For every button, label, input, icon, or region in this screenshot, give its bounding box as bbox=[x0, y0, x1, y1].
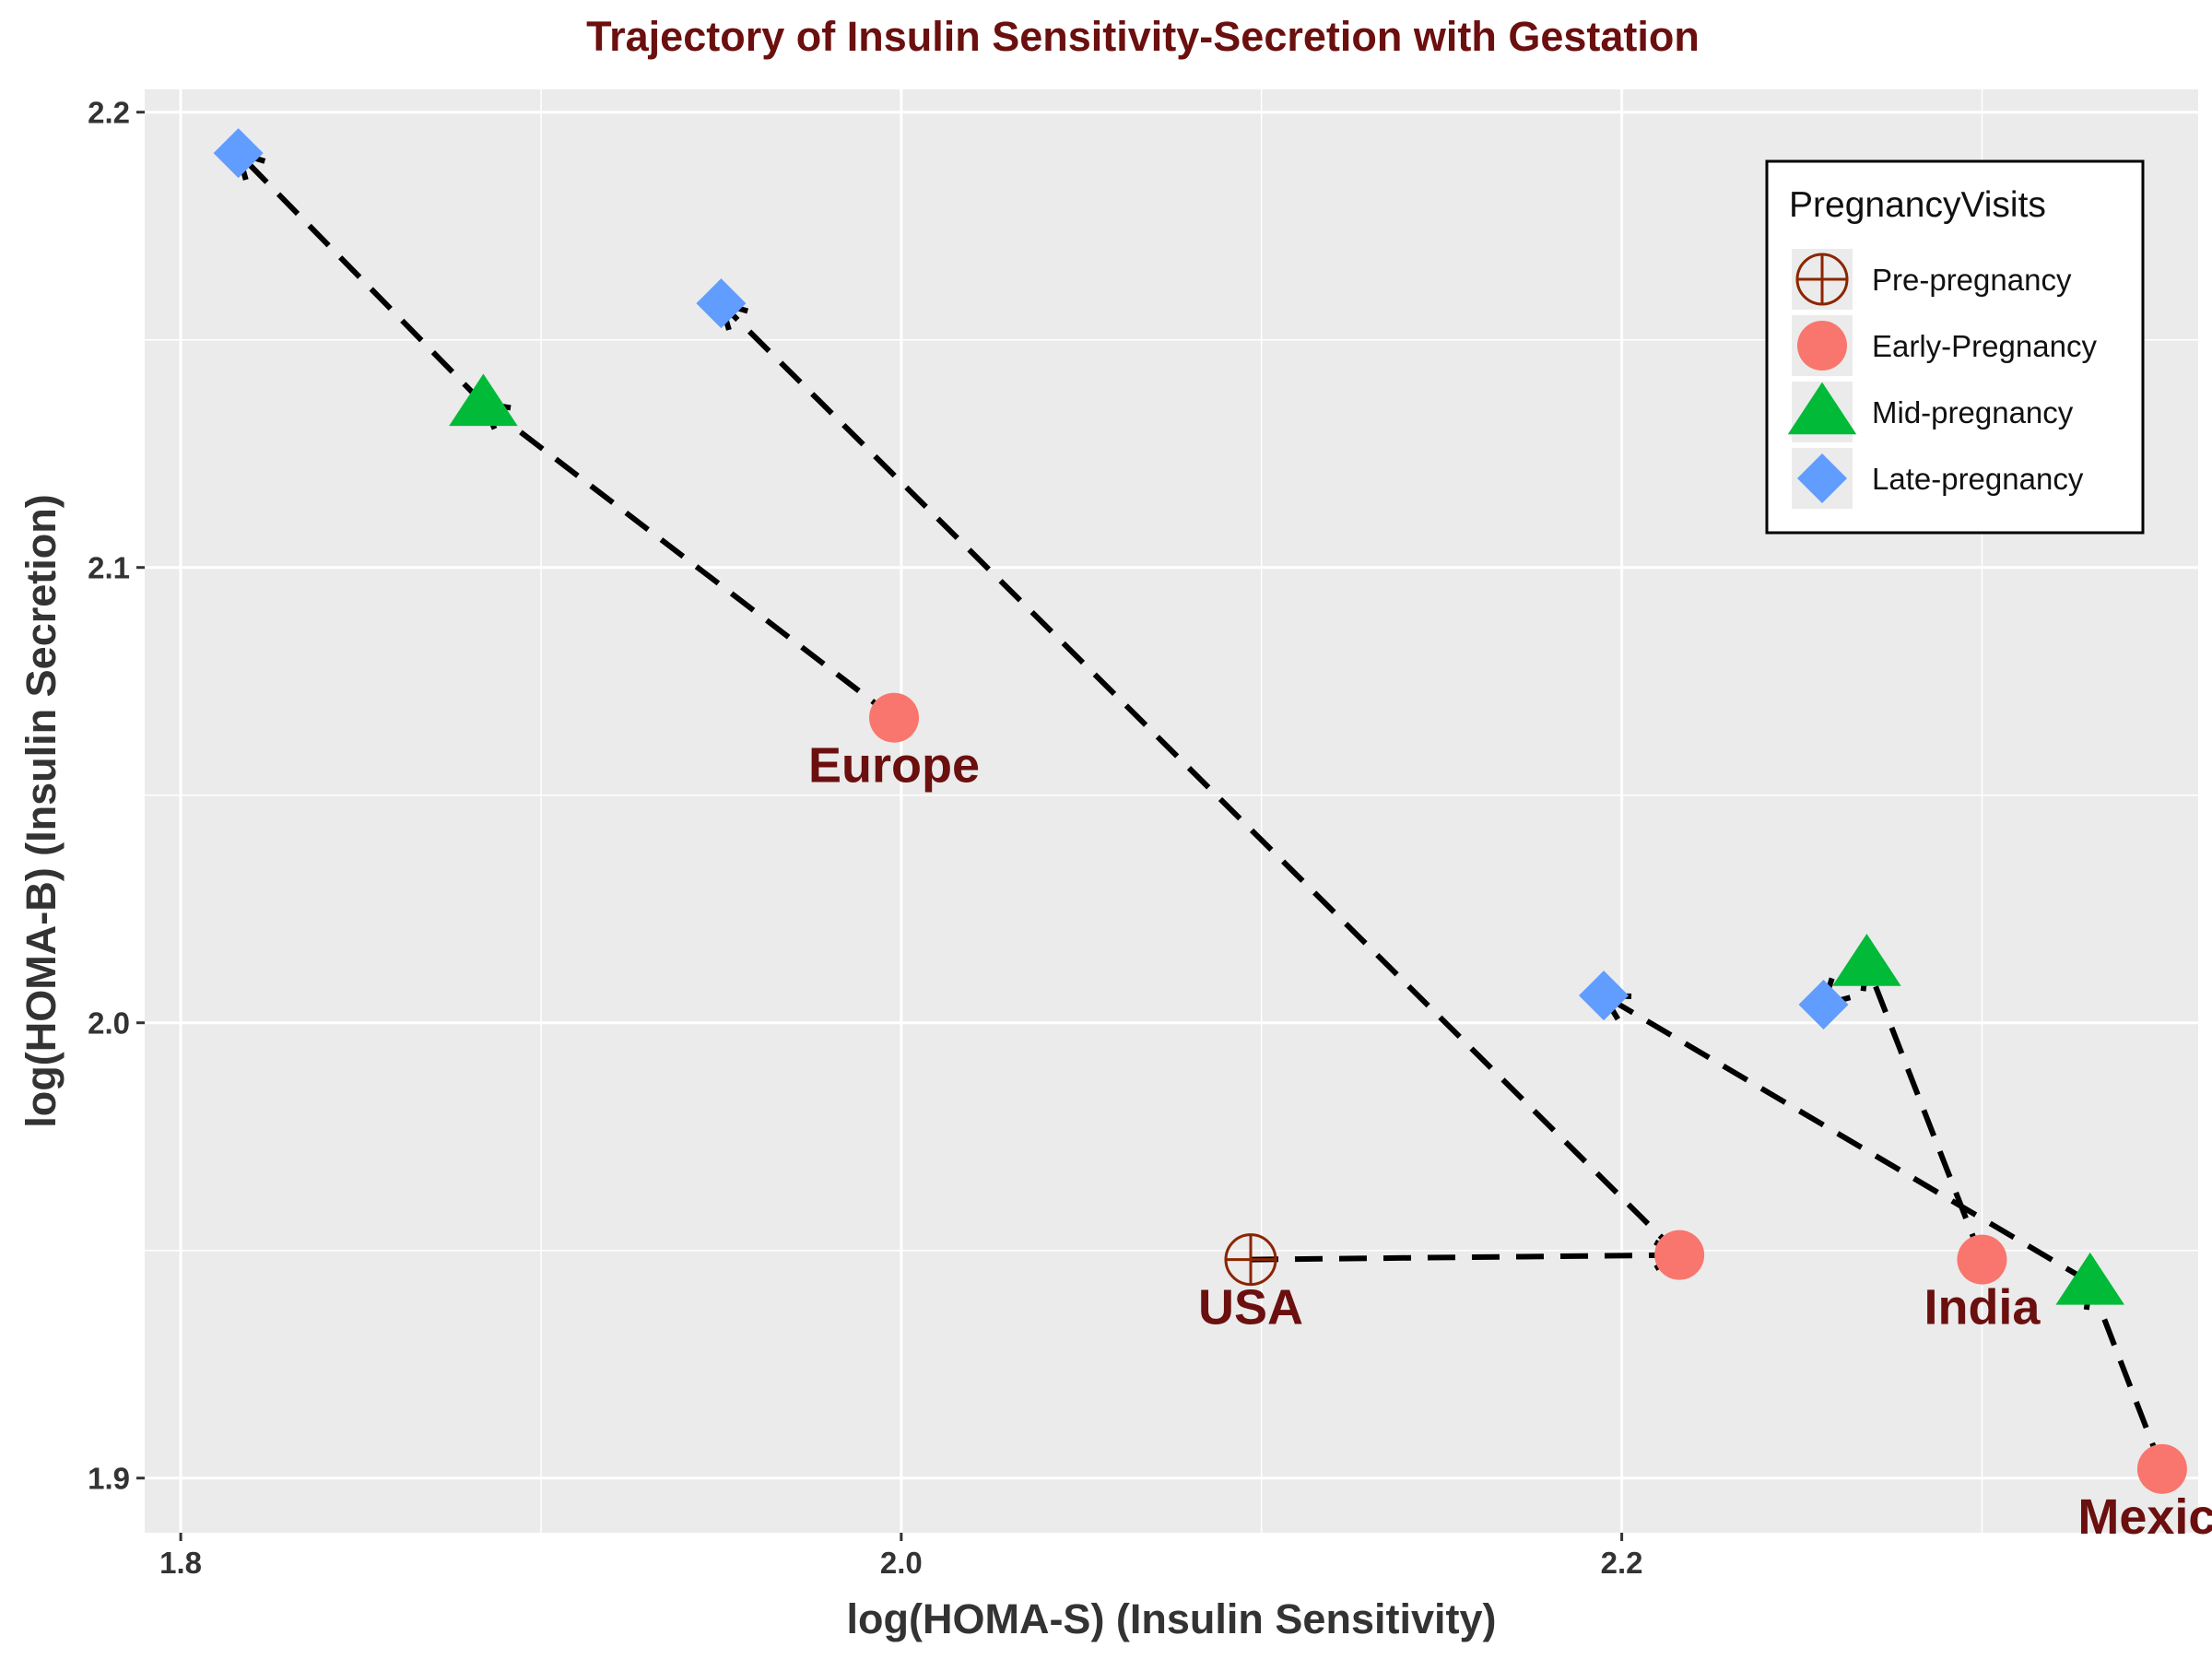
region-label: Europe bbox=[808, 738, 980, 794]
x-axis-title: log(HOMA-S) (Insulin Sensitivity) bbox=[847, 1595, 1497, 1642]
point-usa-early-pregnancy bbox=[1654, 1230, 1705, 1280]
marker-diamond bbox=[213, 128, 264, 179]
arrow-segment bbox=[1250, 1252, 1680, 1263]
marker-triangle bbox=[1787, 382, 1857, 435]
marker-dot bbox=[1654, 1230, 1705, 1280]
legend-title: PregnancyVisits bbox=[1789, 185, 2046, 225]
region-label: India bbox=[1924, 1280, 2041, 1335]
region-label: Mexico bbox=[2077, 1489, 2212, 1545]
point-usa-pre-pregnancy bbox=[1224, 1233, 1277, 1287]
region-label: USA bbox=[1198, 1280, 1303, 1335]
data-points bbox=[213, 128, 2187, 1494]
marker-diamond bbox=[1579, 971, 1630, 1021]
point-mexico-mid-pregnancy bbox=[2055, 1252, 2124, 1305]
marker-diamond bbox=[696, 278, 747, 329]
legend-label: Early-Pregnancy bbox=[1872, 329, 2097, 363]
legend-label: Mid-pregnancy bbox=[1872, 395, 2074, 429]
point-mexico-early-pregnancy bbox=[2136, 1443, 2187, 1494]
point-india-mid-pregnancy bbox=[1832, 934, 1901, 986]
chart-title: Trajectory of Insulin Sensitivity-Secret… bbox=[586, 13, 1700, 60]
marker-dot bbox=[2136, 1443, 2187, 1494]
point-europe-early-pregnancy bbox=[869, 692, 920, 743]
marker-dot bbox=[1797, 321, 1847, 371]
y-tick-label: 2.1 bbox=[88, 551, 130, 585]
legend-label: Late-pregnancy bbox=[1872, 462, 2084, 496]
y-tick-label: 2.2 bbox=[88, 96, 130, 130]
marker-triangle bbox=[1832, 934, 1901, 986]
y-axis-title: log(HOMA-B) (Insulin Secretion) bbox=[18, 494, 65, 1127]
point-europe-mid-pregnancy bbox=[449, 373, 518, 427]
y-tick-label: 2.0 bbox=[88, 1006, 130, 1041]
marker-triangle bbox=[449, 373, 518, 427]
legend: PregnancyVisits Pre-pregnancy Early-Pregna… bbox=[1765, 159, 2145, 535]
y-tick-label: 1.9 bbox=[88, 1462, 130, 1496]
marker-diamond bbox=[1798, 979, 1849, 1030]
x-tick-label: 1.8 bbox=[159, 1546, 202, 1580]
legend-key-circle bbox=[1797, 321, 1847, 371]
marker-diamond bbox=[1797, 453, 1847, 503]
point-usa-late-pregnancy bbox=[696, 278, 747, 329]
region-labels: Europe USA India Mexico bbox=[808, 738, 2212, 1545]
arrow-segment bbox=[236, 151, 486, 406]
point-india-early-pregnancy bbox=[1957, 1234, 2007, 1285]
axes: 1.8 2.0 2.2 1.9 2.0 2.1 2.2 bbox=[88, 96, 1642, 1580]
marker-dot bbox=[869, 692, 920, 743]
arrow-segment bbox=[2087, 1281, 2165, 1470]
legend-key-diamond bbox=[1797, 453, 1847, 503]
arrow-segment bbox=[1602, 993, 2092, 1285]
arrow-segment bbox=[719, 301, 1682, 1257]
legend-label: Pre-pregnancy bbox=[1872, 263, 2072, 297]
point-india-late-pregnancy bbox=[1798, 979, 1849, 1030]
legend-key-triangle bbox=[1787, 382, 1857, 435]
x-tick-label: 2.0 bbox=[880, 1546, 923, 1580]
marker-dot bbox=[1957, 1234, 2007, 1285]
x-tick-label: 2.2 bbox=[1601, 1546, 1643, 1580]
legend-key-circle-plus bbox=[1795, 253, 1849, 306]
point-mexico-late-pregnancy bbox=[1579, 971, 1630, 1021]
point-europe-late-pregnancy bbox=[213, 128, 264, 179]
marker-triangle bbox=[2055, 1252, 2124, 1305]
